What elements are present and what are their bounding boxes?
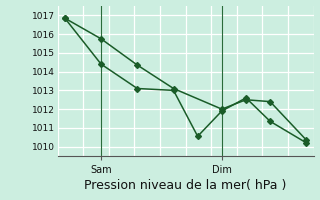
X-axis label: Pression niveau de la mer( hPa ): Pression niveau de la mer( hPa ) xyxy=(84,179,287,192)
